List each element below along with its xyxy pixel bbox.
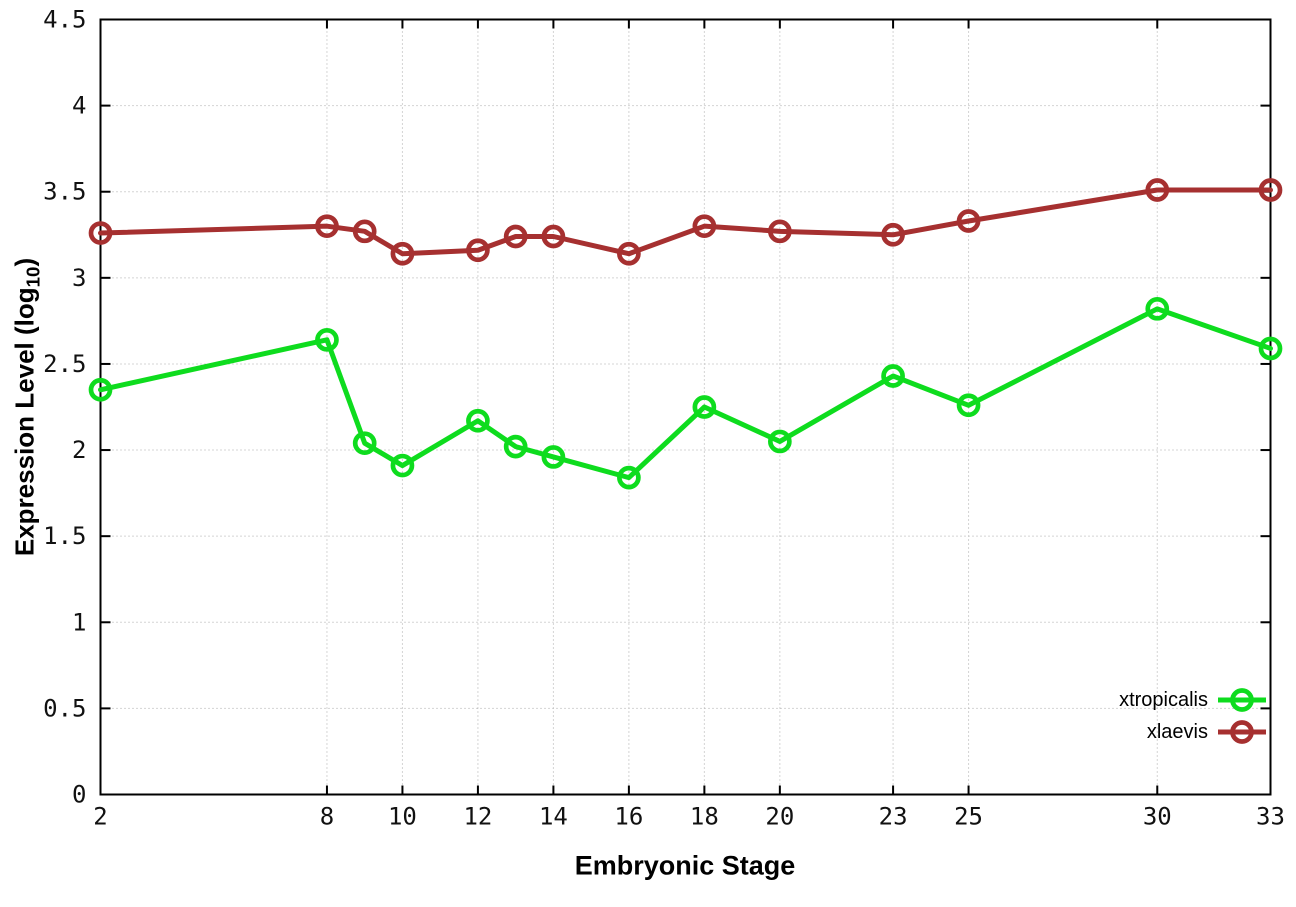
- y-axis-title-subscript: 10: [22, 266, 44, 288]
- data-point-xlaevis: [352, 219, 377, 244]
- data-point-xlaevis: [1145, 178, 1170, 202]
- x-tick-label: 20: [765, 803, 794, 831]
- data-point-xtropicalis: [390, 453, 415, 478]
- x-tick-label: 8: [320, 803, 334, 831]
- y-tick-label: 3: [72, 264, 86, 292]
- data-point-xlaevis: [692, 214, 717, 239]
- legend-marker-icon: [1218, 720, 1266, 744]
- legend-label: xtropicalis: [1119, 688, 1208, 711]
- x-tick-label: 25: [954, 803, 983, 831]
- data-point-xtropicalis: [1145, 296, 1170, 321]
- data-point-xtropicalis: [315, 327, 339, 352]
- data-point-xlaevis: [390, 241, 415, 266]
- data-point-xtropicalis: [768, 429, 792, 454]
- data-point-xlaevis: [466, 238, 490, 263]
- legend: xtropicalis xlaevis: [1119, 684, 1266, 748]
- data-point-xlaevis: [541, 224, 566, 249]
- data-point-xtropicalis: [541, 445, 566, 469]
- x-tick-label: 30: [1143, 803, 1172, 831]
- y-tick-label: 4.5: [43, 6, 86, 34]
- series-line-xlaevis: [98, 187, 1273, 257]
- data-point-xtropicalis: [617, 465, 641, 490]
- y-tick-label: 0: [72, 781, 86, 809]
- data-point-xlaevis: [315, 214, 339, 239]
- x-axis-title: Embryonic Stage: [574, 850, 796, 881]
- y-tick-label: 1.5: [43, 522, 86, 550]
- legend-entry: xtropicalis: [1119, 684, 1266, 716]
- data-point-xtropicalis: [881, 364, 905, 388]
- y-tick-label: 4: [72, 92, 86, 120]
- data-point-xtropicalis: [956, 393, 981, 418]
- y-tick-label: 0.5: [43, 694, 86, 722]
- x-tick-label: 10: [388, 803, 417, 831]
- legend-label: xlaevis: [1146, 720, 1208, 743]
- data-point-xlaevis: [956, 209, 981, 233]
- x-tick-label: 16: [614, 803, 643, 831]
- data-point-xtropicalis: [88, 377, 113, 402]
- x-tick-label: 18: [690, 803, 719, 831]
- data-point-xlaevis: [881, 222, 905, 247]
- y-tick-label: 2.5: [43, 350, 86, 378]
- data-point-xlaevis: [503, 224, 528, 249]
- data-point-xlaevis: [1258, 178, 1283, 202]
- data-point-xtropicalis: [352, 431, 377, 456]
- x-tick-label: 14: [539, 803, 568, 831]
- x-tick-label: 33: [1256, 803, 1285, 831]
- x-tick-label: 23: [879, 803, 908, 831]
- data-point-xlaevis: [768, 219, 792, 244]
- data-point-xlaevis: [88, 221, 113, 245]
- data-point-xlaevis: [617, 241, 641, 266]
- x-tick-label: 12: [463, 803, 492, 831]
- y-axis-title-text: Expression Level (log: [9, 287, 40, 557]
- data-point-xtropicalis: [692, 395, 717, 419]
- plot-border: [99, 18, 1272, 796]
- y-tick-label: 1: [72, 608, 86, 636]
- x-tick-label: 2: [93, 803, 107, 831]
- y-tick-label: 2: [72, 436, 86, 464]
- data-point-xtropicalis: [503, 434, 528, 459]
- data-point-xtropicalis: [1258, 336, 1283, 361]
- y-axis-title-close: ): [9, 257, 40, 267]
- y-axis-title: Expression Level (log10): [9, 258, 44, 556]
- series-line-xtropicalis: [98, 306, 1273, 481]
- legend-marker-icon: [1218, 688, 1266, 712]
- legend-entry: xlaevis: [1119, 716, 1266, 748]
- data-point-xtropicalis: [466, 408, 490, 433]
- y-tick-label: 3.5: [43, 178, 86, 206]
